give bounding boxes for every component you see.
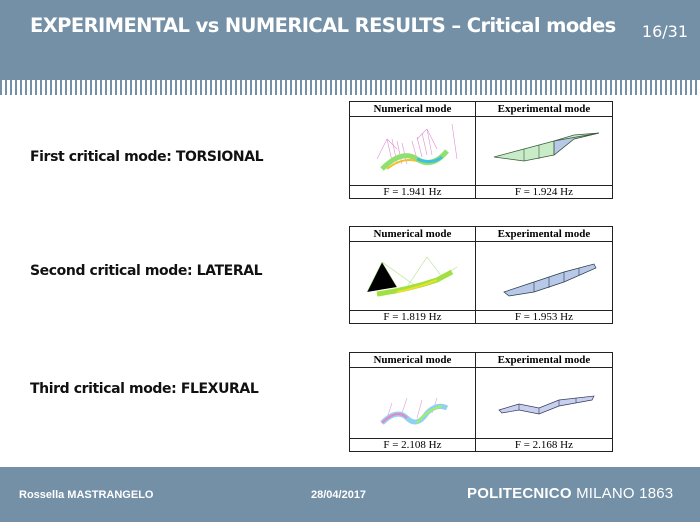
numerical-mode-image [349,116,476,186]
mode-label-1: First critical mode: TORSIONAL [30,149,264,165]
experimental-frequency: F = 1.924 Hz [474,185,614,199]
header-experimental: Experimental mode [474,101,614,117]
mode-table-1: Numerical mode Experimental mode F = 1.94… [349,101,614,199]
header-experimental: Experimental mode [474,352,614,368]
author-name: Rossella MASTRANGELO [19,489,154,501]
slide-title: EXPERIMENTAL vs NUMERICAL RESULTS – Crit… [30,14,616,37]
numerical-frequency: F = 1.941 Hz [349,185,476,199]
experimental-mode-image [474,367,614,439]
header-numerical: Numerical mode [349,226,476,242]
mode-table-3: Numerical mode Experimental mode F = 2.10… [349,352,614,452]
numerical-frequency: F = 1.819 Hz [349,310,476,324]
slide-footer: Rossella MASTRANGELO 28/04/2017 POLITECN… [0,467,700,522]
numerical-mode-image [349,241,476,311]
decorative-stripe [0,80,700,95]
presentation-date: 28/04/2017 [311,489,367,501]
brand-rest: MILANO 1863 [571,485,674,502]
header-numerical: Numerical mode [349,352,476,368]
experimental-mode-image [474,241,614,311]
institution-logo: POLITECNICO MILANO 1863 [467,485,673,502]
experimental-mode-image [474,116,614,186]
header-experimental: Experimental mode [474,226,614,242]
mode-table-2: Numerical mode Experimental mode F = 1.81… [349,226,614,324]
experimental-frequency: F = 2.168 Hz [474,438,614,452]
numerical-frequency: F = 2.108 Hz [349,438,476,452]
brand-bold: POLITECNICO [467,485,572,502]
mode-label-2: Second critical mode: LATERAL [30,263,263,279]
mode-label-3: Third critical mode: FLEXURAL [30,381,259,397]
slide-header: EXPERIMENTAL vs NUMERICAL RESULTS – Crit… [0,0,700,80]
numerical-mode-image [349,367,476,439]
page-number: 16/31 [641,22,688,41]
header-numerical: Numerical mode [349,101,476,117]
experimental-frequency: F = 1.953 Hz [474,310,614,324]
